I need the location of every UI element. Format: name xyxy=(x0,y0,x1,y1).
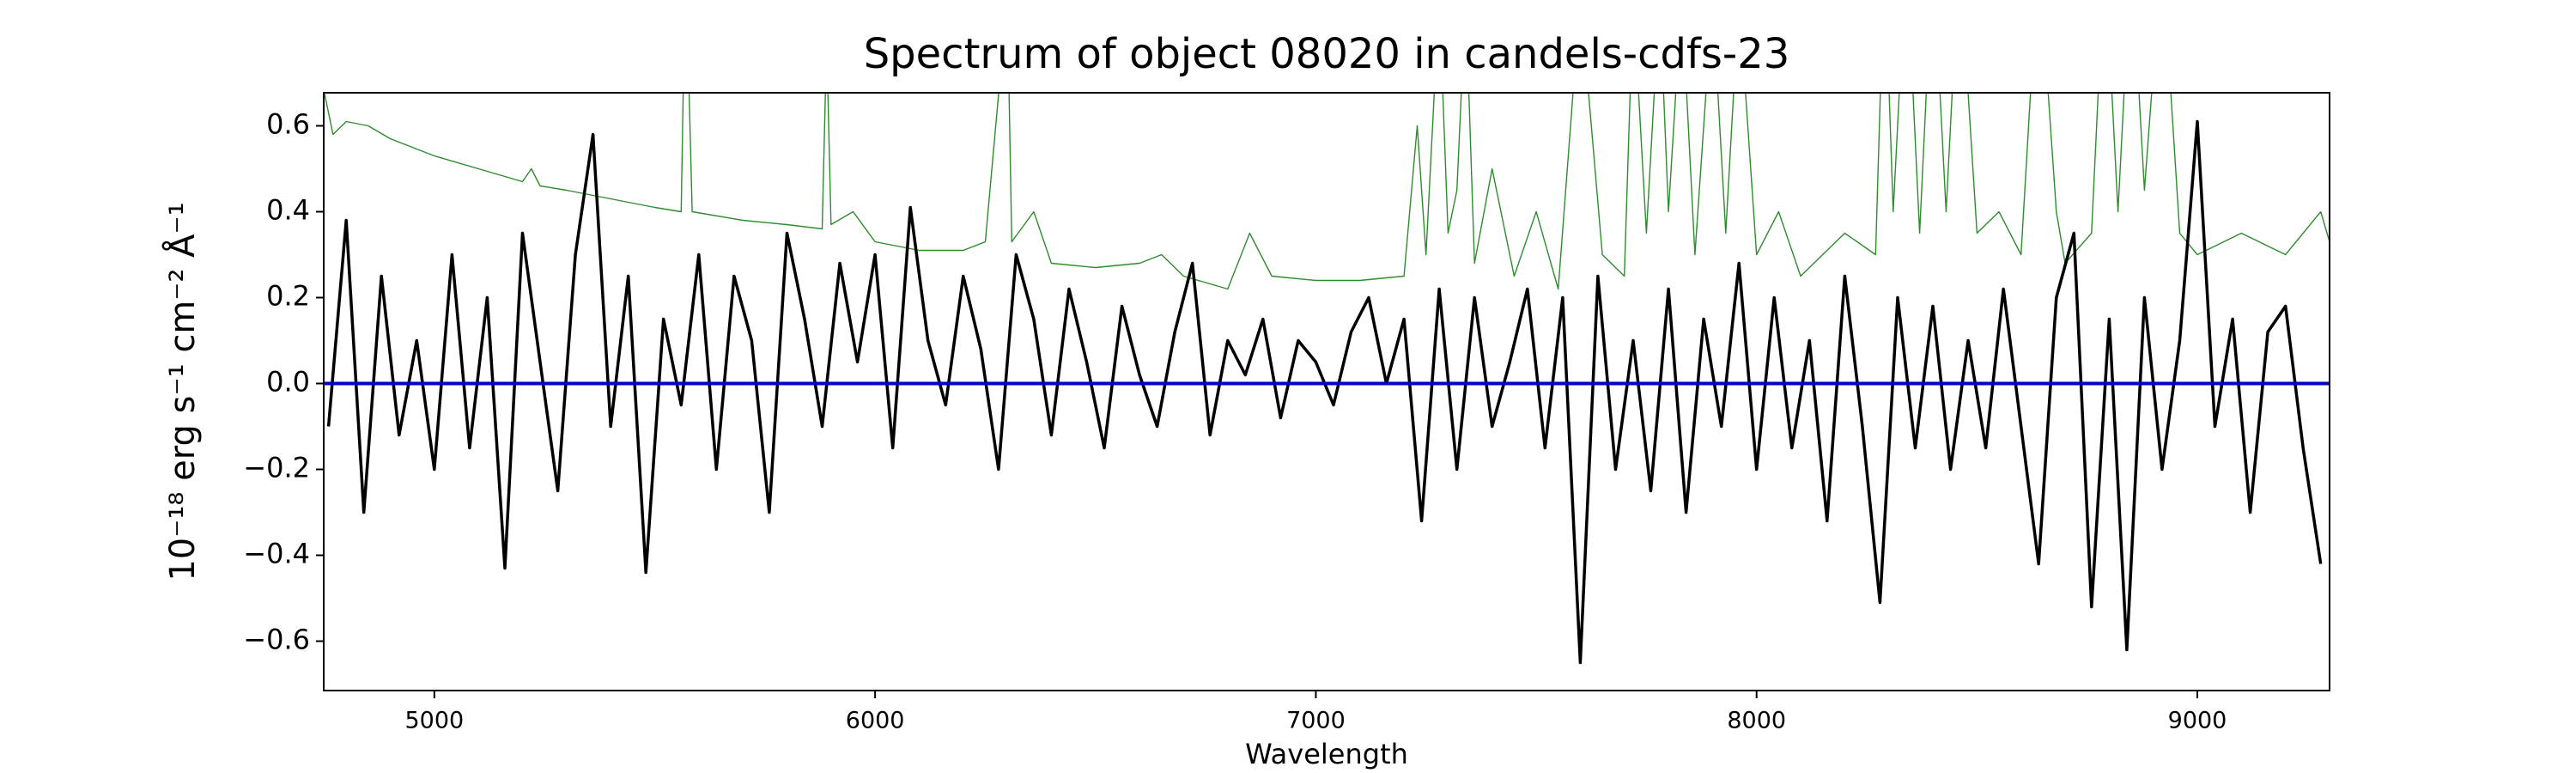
x-tick-label: 6000 xyxy=(846,708,905,734)
x-tick-label: 9000 xyxy=(2168,708,2227,734)
y-tick-label: 0.4 xyxy=(266,194,310,227)
y-axis-label: 10⁻¹⁸ erg s⁻¹ cm⁻² Å⁻¹ xyxy=(161,202,203,581)
x-tick-label: 8000 xyxy=(1727,708,1786,734)
plot-lines xyxy=(324,93,2330,665)
plot-frame xyxy=(323,92,2330,691)
chart-title: Spectrum of object 08020 in candels-cdfs… xyxy=(864,30,1790,78)
y-tick-label: −0.4 xyxy=(243,538,310,570)
spectrum-line xyxy=(324,93,2330,290)
y-tick-label: −0.6 xyxy=(243,624,310,656)
y-tick-label: 0.2 xyxy=(266,280,310,313)
y-tick-label: −0.2 xyxy=(243,452,310,484)
x-axis-label: Wavelength xyxy=(1245,738,1408,770)
y-tick-label: 0.0 xyxy=(266,366,310,399)
x-tick-label: 7000 xyxy=(1286,708,1346,734)
x-tick-label: 5000 xyxy=(404,708,464,734)
y-tick-label: 0.6 xyxy=(266,108,310,141)
